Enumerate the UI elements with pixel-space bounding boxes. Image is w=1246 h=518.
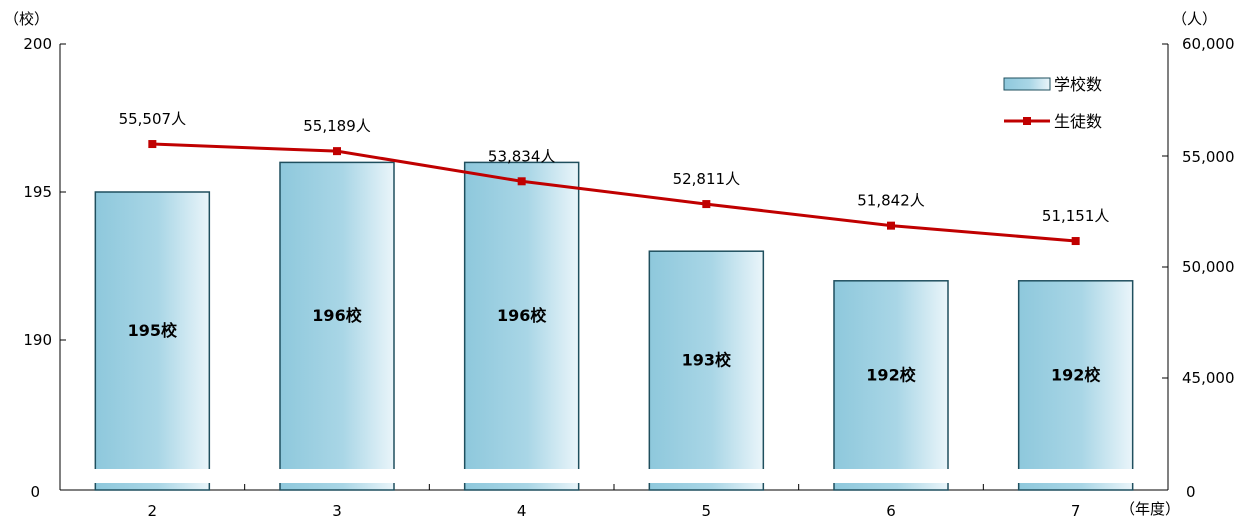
student-point xyxy=(517,177,526,186)
line-series: 55,507人 55,189人 53,834人 52,811人 51,842人 51,15… xyxy=(119,110,1110,246)
left-axis-unit: （校） xyxy=(4,10,49,28)
student-point xyxy=(887,221,895,230)
legend-line-label: 生徒数 xyxy=(1054,112,1102,131)
x-tick-label: 7 xyxy=(1071,502,1081,518)
x-tick-label: 5 xyxy=(702,502,712,518)
student-value-label: 51,151人 xyxy=(1042,207,1110,225)
x-tick-marks xyxy=(59,484,1169,490)
bar-4 xyxy=(463,161,580,491)
student-value-label: 52,811人 xyxy=(673,170,741,188)
right-tick-50000: 50,000 xyxy=(1182,258,1235,276)
student-point xyxy=(1071,237,1080,246)
student-line xyxy=(152,142,1076,243)
legend-bar-label: 学校数 xyxy=(1054,75,1102,94)
legend-line-marker xyxy=(1023,117,1031,125)
bar-value-label: 196校 xyxy=(497,306,547,325)
right-tick-55000: 55,000 xyxy=(1182,148,1235,166)
right-tick-0: 0 xyxy=(1186,483,1196,501)
left-tick-0: 0 xyxy=(30,483,40,501)
bar-2 xyxy=(94,191,211,491)
left-tick-195: 195 xyxy=(23,183,52,201)
right-tick-45000: 45,000 xyxy=(1182,369,1235,387)
student-value-label: 51,842人 xyxy=(857,192,925,210)
x-axis-unit: （年度） xyxy=(1120,500,1180,518)
bar-value-label: 192校 xyxy=(866,365,916,384)
x-tick-label: 4 xyxy=(517,502,527,518)
x-tick-label: 2 xyxy=(148,502,158,518)
bar-5 xyxy=(648,250,765,491)
bar-series: 195校 196校 196校 193校 192校 192校 xyxy=(94,161,1134,491)
student-value-label: 55,189人 xyxy=(303,117,371,135)
bar-7 xyxy=(1017,280,1134,491)
student-point xyxy=(333,147,341,156)
x-tick-labels: 2 3 4 5 6 7 xyxy=(148,502,1081,518)
student-point xyxy=(148,140,157,149)
bar-6 xyxy=(833,280,949,491)
bar-value-label: 195校 xyxy=(128,321,178,340)
right-axis-unit: （人） xyxy=(1172,10,1217,28)
legend: 学校数 生徒数 xyxy=(1003,75,1102,131)
right-tick-60000: 60,000 xyxy=(1182,35,1235,53)
student-value-label: 53,834人 xyxy=(488,147,556,165)
left-tick-190: 190 xyxy=(23,331,52,349)
bar-value-label: 192校 xyxy=(1051,365,1101,384)
legend-bar-swatch xyxy=(1003,77,1051,91)
bar-3 xyxy=(279,161,395,491)
axis-break-band xyxy=(61,469,1167,483)
student-point xyxy=(702,200,711,209)
x-tick-label: 6 xyxy=(886,502,896,518)
x-tick-label: 3 xyxy=(332,502,342,518)
bar-value-label: 193校 xyxy=(682,351,732,370)
left-tick-200: 200 xyxy=(23,35,52,53)
bar-value-label: 196校 xyxy=(312,306,362,325)
student-value-label: 55,507人 xyxy=(119,110,187,128)
